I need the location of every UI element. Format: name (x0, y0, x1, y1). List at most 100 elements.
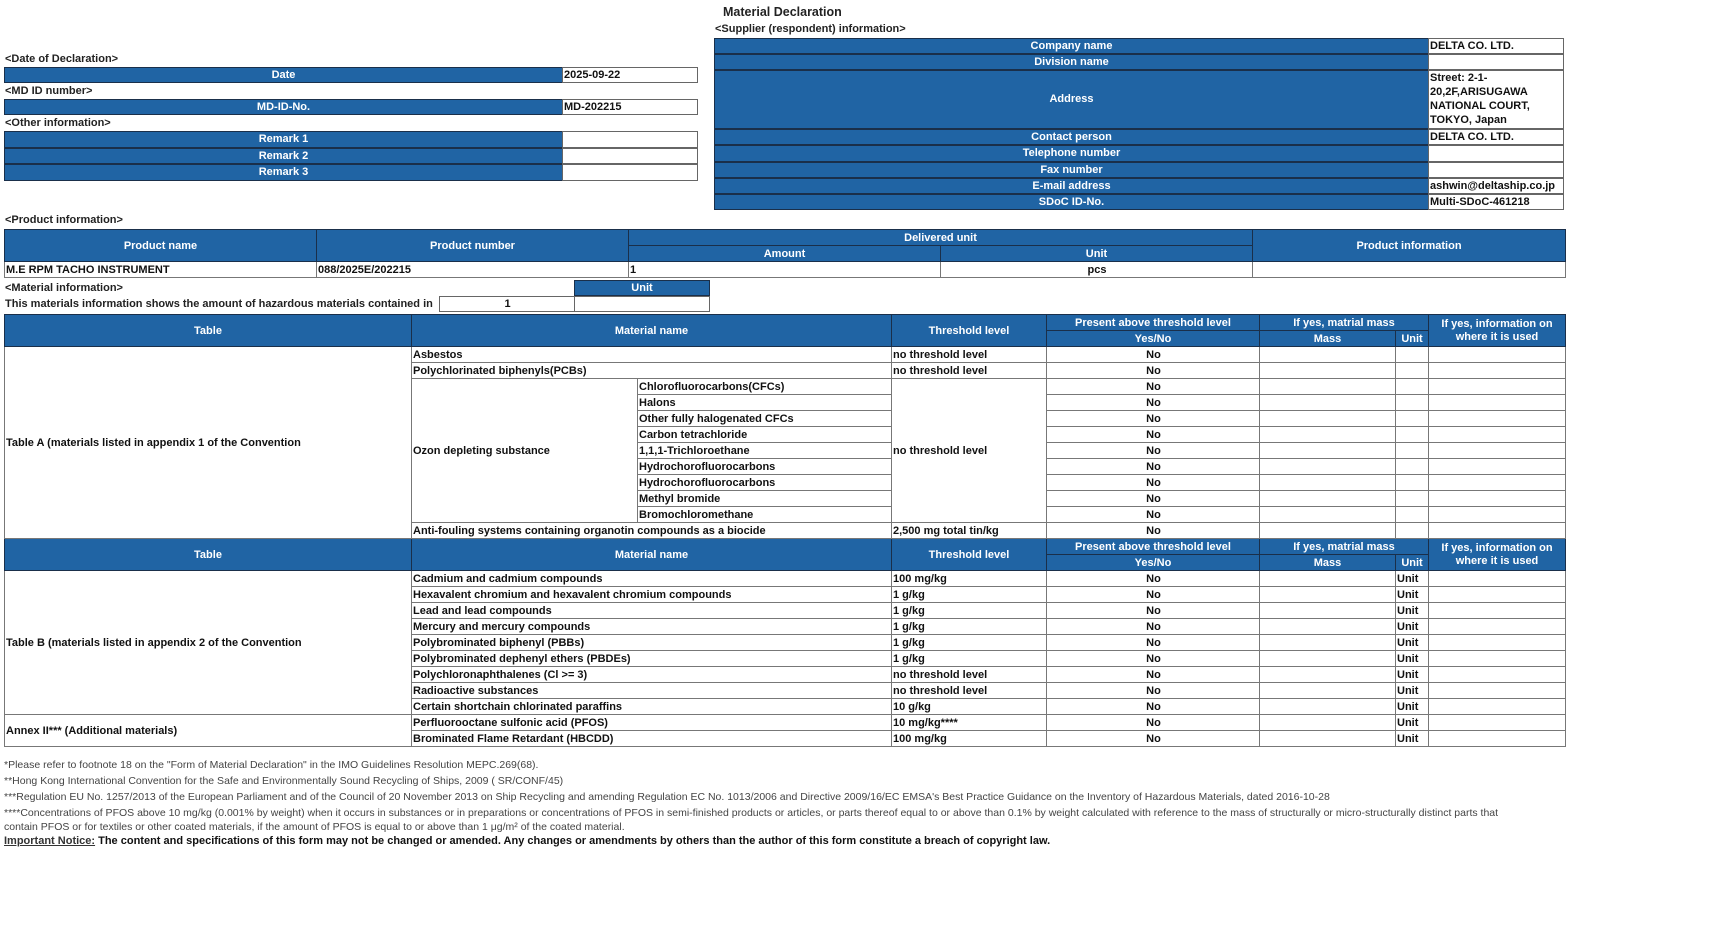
mass-cell[interactable] (1259, 730, 1396, 747)
unit-cell[interactable]: Unit (1394, 634, 1430, 651)
unit-cell[interactable] (1394, 522, 1430, 539)
mass-cell[interactable] (1259, 458, 1396, 475)
yes-no-cell[interactable]: No (1046, 570, 1260, 587)
mass-cell[interactable] (1259, 666, 1396, 683)
yes-no-cell[interactable]: No (1046, 506, 1260, 523)
unit-cell[interactable] (1394, 506, 1430, 523)
unit-cell[interactable]: Unit (1394, 586, 1430, 603)
yes-no-cell[interactable]: No (1046, 346, 1260, 363)
mass-cell[interactable] (1259, 698, 1396, 715)
product-information-cell[interactable] (1252, 261, 1566, 278)
supplier-contact-person-field[interactable]: DELTA CO. LTD. (1428, 129, 1564, 145)
unit-cell[interactable]: Unit (1394, 698, 1430, 715)
supplier-telephone-number-field[interactable] (1428, 145, 1564, 162)
usage-info-cell[interactable] (1428, 394, 1567, 411)
yes-no-cell[interactable]: No (1046, 474, 1260, 491)
product-number-cell[interactable]: 088/2025E/202215 (316, 261, 629, 278)
supplier-e-mail-address-field[interactable]: ashwin@deltaship.co.jp (1428, 178, 1564, 194)
unit-cell[interactable]: Unit (1394, 682, 1430, 699)
mass-cell[interactable] (1259, 634, 1396, 651)
usage-info-cell[interactable] (1428, 378, 1567, 395)
unit-cell[interactable] (1394, 458, 1430, 475)
mass-cell[interactable] (1259, 442, 1396, 459)
yes-no-cell[interactable]: No (1046, 586, 1260, 603)
mass-cell[interactable] (1259, 394, 1396, 411)
mass-cell[interactable] (1259, 522, 1396, 539)
mass-cell[interactable] (1259, 378, 1396, 395)
md-id-field[interactable]: MD-202215 (562, 99, 698, 115)
usage-info-cell[interactable] (1428, 506, 1567, 523)
mass-cell[interactable] (1259, 474, 1396, 491)
supplier-sdoc-id-no-field[interactable]: Multi-SDoC-461218 (1428, 194, 1564, 210)
yes-no-cell[interactable]: No (1046, 682, 1260, 699)
usage-info-cell[interactable] (1428, 650, 1567, 667)
mass-cell[interactable] (1259, 682, 1396, 699)
yes-no-cell[interactable]: No (1046, 394, 1260, 411)
mass-cell[interactable] (1259, 346, 1396, 363)
usage-info-cell[interactable] (1428, 490, 1567, 507)
unit-cell[interactable]: Unit (1394, 666, 1430, 683)
mass-cell[interactable] (1259, 490, 1396, 507)
yes-no-cell[interactable]: No (1046, 730, 1260, 747)
usage-info-cell[interactable] (1428, 522, 1567, 539)
yes-no-cell[interactable]: No (1046, 618, 1260, 635)
yes-no-cell[interactable]: No (1046, 362, 1260, 379)
usage-info-cell[interactable] (1428, 730, 1567, 747)
mass-cell[interactable] (1259, 714, 1396, 731)
unit-cell[interactable]: Unit (1394, 618, 1430, 635)
usage-info-cell[interactable] (1428, 474, 1567, 491)
usage-info-cell[interactable] (1428, 618, 1567, 635)
usage-info-cell[interactable] (1428, 458, 1567, 475)
unit-cell[interactable] (1394, 346, 1430, 363)
usage-info-cell[interactable] (1428, 682, 1567, 699)
unit-cell[interactable] (1394, 474, 1430, 491)
unit-cell[interactable] (1394, 394, 1430, 411)
remark-1-field[interactable] (562, 131, 698, 148)
unit-cell[interactable] (1394, 410, 1430, 427)
unit-cell[interactable] (1394, 426, 1430, 443)
usage-info-cell[interactable] (1428, 666, 1567, 683)
mass-cell[interactable] (1259, 618, 1396, 635)
yes-no-cell[interactable]: No (1046, 650, 1260, 667)
unit-cell[interactable] (1394, 362, 1430, 379)
supplier-company-name-field[interactable]: DELTA CO. LTD. (1428, 38, 1564, 54)
usage-info-cell[interactable] (1428, 442, 1567, 459)
unit-cell[interactable]: Unit (1394, 570, 1430, 587)
yes-no-cell[interactable]: No (1046, 426, 1260, 443)
supplier-division-name-field[interactable] (1428, 54, 1564, 70)
remark-3-field[interactable] (562, 164, 698, 181)
unit-cell[interactable]: Unit (1394, 730, 1430, 747)
remark-2-field[interactable] (562, 148, 698, 164)
yes-no-cell[interactable]: No (1046, 666, 1260, 683)
yes-no-cell[interactable]: No (1046, 714, 1260, 731)
unit-cell[interactable] (1394, 442, 1430, 459)
material-unit-field[interactable] (574, 296, 710, 312)
product-name-cell[interactable]: M.E RPM TACHO INSTRUMENT (4, 261, 317, 278)
usage-info-cell[interactable] (1428, 426, 1567, 443)
mass-cell[interactable] (1259, 506, 1396, 523)
mass-cell[interactable] (1259, 602, 1396, 619)
yes-no-cell[interactable]: No (1046, 634, 1260, 651)
yes-no-cell[interactable]: No (1046, 490, 1260, 507)
unit-cell[interactable]: Unit (1394, 714, 1430, 731)
mass-cell[interactable] (1259, 650, 1396, 667)
yes-no-cell[interactable]: No (1046, 442, 1260, 459)
usage-info-cell[interactable] (1428, 602, 1567, 619)
mass-cell[interactable] (1259, 410, 1396, 427)
unit-cell[interactable]: pcs (940, 261, 1253, 278)
supplier-fax-number-field[interactable] (1428, 162, 1564, 178)
unit-cell[interactable] (1394, 490, 1430, 507)
mass-cell[interactable] (1259, 426, 1396, 443)
usage-info-cell[interactable] (1428, 586, 1567, 603)
usage-info-cell[interactable] (1428, 570, 1567, 587)
yes-no-cell[interactable]: No (1046, 458, 1260, 475)
usage-info-cell[interactable] (1428, 698, 1567, 715)
usage-info-cell[interactable] (1428, 346, 1567, 363)
yes-no-cell[interactable]: No (1046, 378, 1260, 395)
mass-cell[interactable] (1259, 586, 1396, 603)
yes-no-cell[interactable]: No (1046, 522, 1260, 539)
yes-no-cell[interactable]: No (1046, 602, 1260, 619)
usage-info-cell[interactable] (1428, 634, 1567, 651)
unit-cell[interactable]: Unit (1394, 650, 1430, 667)
date-field[interactable]: 2025-09-22 (562, 67, 698, 83)
